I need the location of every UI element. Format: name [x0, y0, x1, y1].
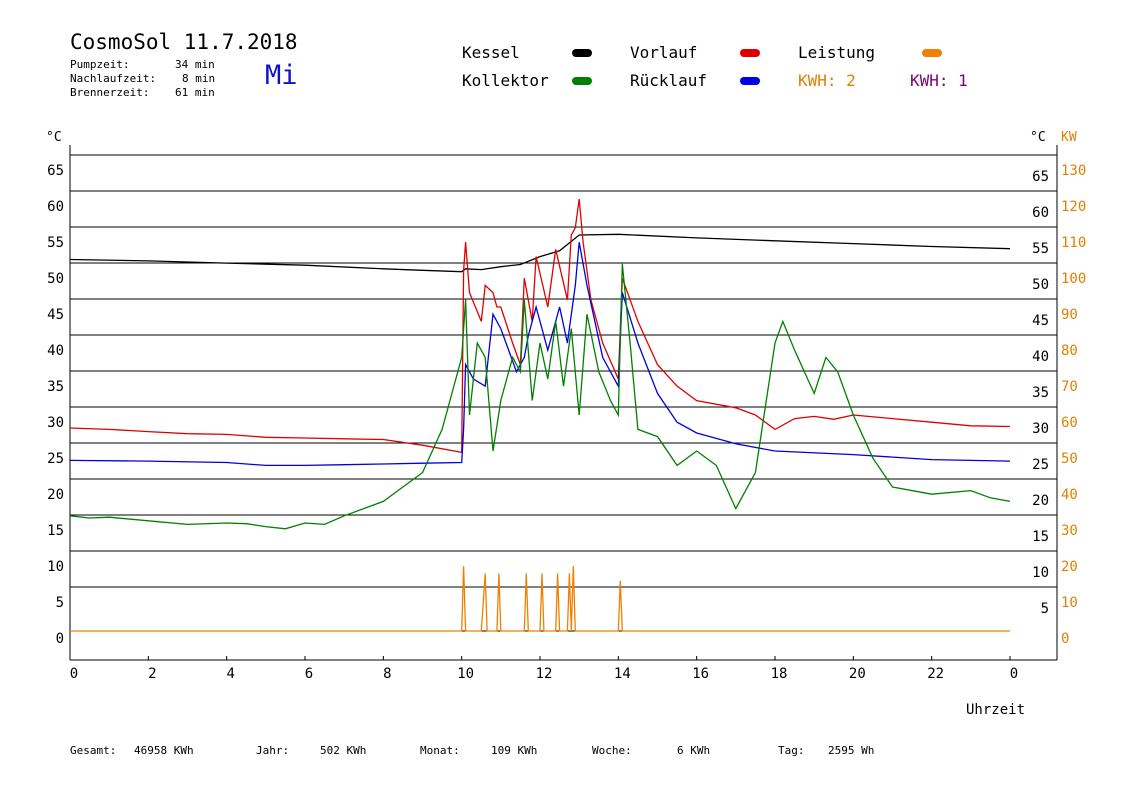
x-tick-1: 2 [148, 666, 156, 682]
y-tick-left-0: 0 [56, 631, 64, 647]
x-tick-5: 10 [457, 666, 474, 682]
y-tick-kw-90: 90 [1061, 307, 1078, 323]
y-tick-right-25: 25 [1032, 457, 1049, 473]
run-on-time-value: 8 min [182, 72, 216, 85]
legend-kwh-2: KWH: 2 [798, 71, 856, 90]
y-tick-right-20: 20 [1032, 493, 1049, 509]
y-tick-left-45: 45 [47, 307, 64, 323]
x-tick-2: 4 [226, 666, 234, 682]
y-tick-left-35: 35 [47, 379, 64, 395]
legend-leistung-swatch [922, 49, 942, 57]
footer-month-value: 109 KWh [491, 744, 538, 757]
x-tick-11: 22 [927, 666, 944, 682]
legend-kwh-1: KWH: 1 [910, 71, 968, 90]
footer-month-label: Monat: [420, 744, 460, 757]
y-tick-kw-60: 60 [1061, 415, 1078, 431]
y-tick-right-65: 65 [1032, 169, 1049, 185]
right-unit-label: °C [1030, 130, 1046, 145]
y-tick-kw-30: 30 [1061, 523, 1078, 539]
y-tick-kw-40: 40 [1061, 487, 1078, 503]
y-tick-kw-0: 0 [1061, 631, 1069, 647]
y-tick-left-30: 30 [47, 415, 64, 431]
footer-week-value: 6 KWh [677, 744, 711, 757]
footer-day-value: 2595 Wh [828, 744, 875, 757]
y-tick-left-40: 40 [47, 343, 64, 359]
footer-total-label: Gesamt: [70, 744, 117, 757]
legend-kessel-swatch [572, 49, 592, 57]
y-tick-right-45: 45 [1032, 313, 1049, 329]
y-tick-left-65: 65 [47, 163, 64, 179]
y-tick-kw-130: 130 [1061, 163, 1086, 179]
x-tick-12: 0 [1010, 666, 1018, 682]
y-tick-left-10: 10 [47, 559, 64, 575]
pump-time-value: 34 min [175, 58, 215, 71]
chart-title: CosmoSol 11.7.2018 [70, 30, 298, 54]
footer-year-label: Jahr: [256, 744, 290, 757]
y-tick-kw-50: 50 [1061, 451, 1078, 467]
legend-kessel-label: Kessel [462, 43, 520, 62]
x-tick-7: 14 [614, 666, 631, 682]
footer-day-label: Tag: [778, 744, 805, 757]
legend-vorlauf-label: Vorlauf [630, 43, 698, 62]
y-tick-kw-110: 110 [1061, 235, 1086, 251]
footer-week-label: Woche: [592, 744, 632, 757]
x-tick-6: 12 [536, 666, 553, 682]
kw-unit-label: KW [1061, 130, 1077, 145]
x-axis-label: Uhrzeit [966, 702, 1026, 718]
y-tick-kw-10: 10 [1061, 595, 1078, 611]
series-vorlauf-line [69, 198, 1011, 454]
x-tick-9: 18 [771, 666, 788, 682]
y-tick-left-50: 50 [47, 271, 64, 287]
y-tick-kw-80: 80 [1061, 343, 1078, 359]
run-on-time-label: Nachlaufzeit: [70, 72, 157, 85]
y-tick-left-20: 20 [47, 487, 64, 503]
y-tick-right-40: 40 [1032, 349, 1049, 365]
y-tick-right-50: 50 [1032, 277, 1049, 293]
y-tick-kw-120: 120 [1061, 199, 1086, 215]
legend-ruecklauf-swatch [740, 77, 760, 85]
footer-total-value: 46958 KWh [134, 744, 194, 757]
series-rcklauf-line [69, 242, 1011, 467]
y-tick-kw-70: 70 [1061, 379, 1078, 395]
legend-leistung-label: Leistung [798, 43, 876, 62]
x-tick-0: 0 [70, 666, 78, 682]
series-kessel-line [69, 233, 1011, 273]
footer-year-value: 502 KWh [320, 744, 367, 757]
y-tick-right-30: 30 [1032, 421, 1049, 437]
y-tick-right-55: 55 [1032, 241, 1049, 257]
series-kollektor-line [69, 263, 1011, 530]
y-tick-left-55: 55 [47, 235, 64, 251]
x-tick-8: 16 [692, 666, 709, 682]
series-leistung-line [70, 566, 1010, 632]
y-tick-right-35: 35 [1032, 385, 1049, 401]
x-tick-3: 6 [305, 666, 313, 682]
y-tick-right-10: 10 [1032, 565, 1049, 581]
pump-time-label: Pumpzeit: [70, 58, 130, 71]
x-tick-4: 8 [383, 666, 391, 682]
burner-time-value: 61 min [175, 86, 215, 99]
y-tick-kw-20: 20 [1061, 559, 1078, 575]
legend-kollektor-swatch [572, 77, 592, 85]
legend-kollektor-label: Kollektor [462, 71, 549, 90]
burner-time-label: Brennerzeit: [70, 86, 150, 99]
y-tick-left-15: 15 [47, 523, 64, 539]
y-tick-left-25: 25 [47, 451, 64, 467]
y-tick-right-5: 5 [1041, 601, 1049, 617]
legend-vorlauf-swatch [740, 49, 760, 57]
y-tick-kw-100: 100 [1061, 271, 1086, 287]
y-tick-left-5: 5 [56, 595, 64, 611]
left-unit-label: °C [46, 130, 62, 145]
y-tick-right-15: 15 [1032, 529, 1049, 545]
weekday-label: Mi [265, 60, 298, 91]
y-tick-left-60: 60 [47, 199, 64, 215]
legend-ruecklauf-label: Rücklauf [630, 71, 708, 90]
y-tick-right-60: 60 [1032, 205, 1049, 221]
x-tick-10: 20 [849, 666, 866, 682]
